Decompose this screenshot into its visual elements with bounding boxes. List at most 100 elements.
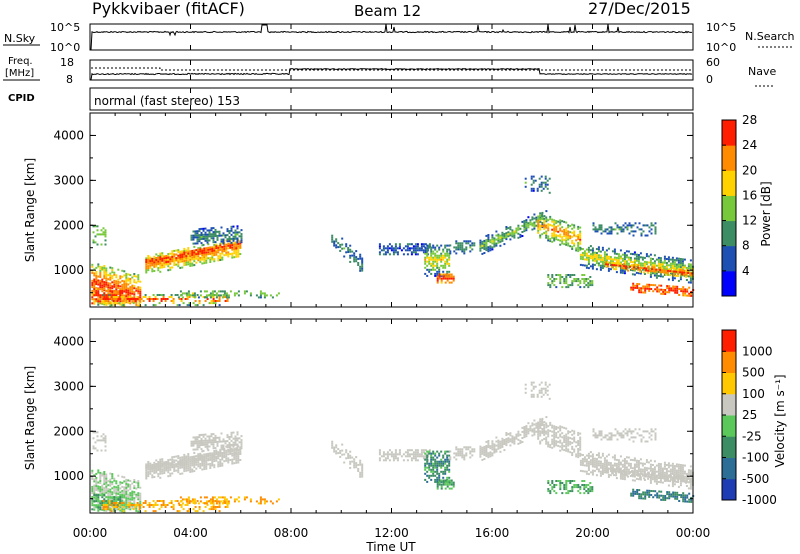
power-cell bbox=[97, 298, 100, 301]
power-cell bbox=[198, 302, 201, 305]
power-cell bbox=[593, 253, 596, 256]
power-cell bbox=[444, 264, 447, 267]
power-cell bbox=[559, 280, 562, 283]
power-cell bbox=[663, 257, 666, 260]
velocity-cell bbox=[159, 466, 162, 469]
power-cell bbox=[505, 232, 508, 235]
power-cell bbox=[191, 258, 194, 261]
velocity-cell bbox=[179, 458, 182, 461]
power-cell bbox=[173, 264, 176, 266]
velocity-cell bbox=[229, 450, 232, 453]
velocity-cell bbox=[585, 464, 588, 467]
velocity-cell bbox=[331, 444, 334, 447]
velocity-cell bbox=[396, 457, 399, 460]
velocity-cell bbox=[97, 469, 100, 472]
velocity-cell bbox=[416, 459, 419, 462]
power-cell bbox=[103, 292, 106, 295]
velocity-cell bbox=[97, 496, 100, 499]
velocity-cell bbox=[106, 506, 109, 508]
velocity-cell bbox=[555, 440, 558, 443]
velocity-cell bbox=[167, 466, 170, 469]
velocity-cell bbox=[559, 429, 562, 432]
power-cell bbox=[196, 232, 199, 235]
velocity-cell bbox=[635, 459, 638, 462]
power-cell bbox=[191, 253, 194, 256]
power-cell bbox=[673, 274, 676, 277]
velocity-cell bbox=[119, 494, 122, 497]
power-cell bbox=[672, 287, 675, 290]
velocity-cell bbox=[91, 508, 94, 511]
velocity-cell bbox=[97, 481, 100, 484]
power-cell bbox=[567, 238, 570, 241]
velocity-cell bbox=[603, 465, 606, 468]
power-cell bbox=[95, 294, 98, 297]
velocity-cell bbox=[557, 444, 560, 447]
velocity-cell bbox=[103, 473, 106, 475]
power-cell bbox=[349, 244, 352, 247]
power-cell bbox=[212, 296, 215, 298]
velocity-cell bbox=[218, 438, 221, 441]
velocity-cell bbox=[463, 446, 466, 449]
colorbar-swatch bbox=[722, 120, 736, 146]
velocity-cell bbox=[147, 471, 150, 474]
velocity-cell bbox=[198, 446, 201, 449]
velocity-cell bbox=[540, 395, 543, 398]
velocity-cell bbox=[217, 454, 220, 457]
power-cell bbox=[200, 227, 203, 230]
power-cell bbox=[430, 250, 433, 253]
velocity-cell bbox=[603, 461, 606, 464]
power-cell bbox=[536, 189, 539, 192]
velocity-cell bbox=[549, 446, 552, 449]
power-cell bbox=[137, 304, 140, 307]
velocity-cell bbox=[595, 464, 598, 467]
power-cell bbox=[224, 300, 227, 302]
power-cell bbox=[378, 251, 381, 254]
power-cell bbox=[102, 294, 105, 296]
power-cell bbox=[681, 269, 684, 272]
power-cell bbox=[525, 219, 528, 222]
power-cell bbox=[214, 302, 217, 305]
power-cell bbox=[653, 266, 656, 269]
velocity-cell bbox=[139, 498, 142, 501]
power-cell bbox=[683, 266, 686, 269]
power-cell bbox=[479, 241, 482, 244]
velocity-cell bbox=[440, 450, 443, 453]
velocity-cell bbox=[406, 453, 409, 456]
power-cell bbox=[545, 232, 548, 235]
power-cell bbox=[337, 246, 340, 249]
power-cell bbox=[430, 272, 433, 275]
velocity-cell bbox=[424, 457, 427, 460]
power-cell bbox=[168, 296, 171, 298]
power-cell bbox=[201, 254, 204, 256]
power-cell bbox=[173, 255, 176, 258]
velocity-cell bbox=[446, 466, 449, 469]
power-cell bbox=[432, 250, 435, 253]
velocity-cell bbox=[627, 462, 630, 465]
velocity-cell bbox=[237, 453, 240, 456]
power-cell bbox=[665, 271, 668, 274]
velocity-cell bbox=[355, 462, 358, 465]
power-cell bbox=[543, 227, 546, 230]
velocity-cell bbox=[639, 462, 642, 465]
velocity-cell bbox=[154, 502, 157, 504]
power-cell bbox=[117, 298, 120, 301]
velocity-cell bbox=[192, 508, 195, 511]
power-cell bbox=[157, 256, 160, 259]
velocity-cell bbox=[209, 462, 212, 465]
velocity-cell bbox=[171, 461, 174, 464]
power-cell bbox=[119, 275, 122, 278]
velocity-cell bbox=[99, 502, 102, 505]
velocity-cell bbox=[93, 494, 96, 497]
power-cell bbox=[167, 265, 170, 268]
velocity-cell bbox=[631, 471, 634, 474]
power-cell bbox=[623, 272, 626, 275]
power-cell bbox=[223, 292, 226, 295]
velocity-cell bbox=[455, 452, 458, 455]
velocity-cell bbox=[394, 457, 397, 460]
velocity-cell bbox=[438, 464, 441, 467]
velocity-cell bbox=[546, 393, 549, 396]
velocity-cell bbox=[107, 496, 110, 499]
power-cell bbox=[129, 280, 132, 282]
power-cell bbox=[675, 274, 678, 277]
velocity-cell bbox=[573, 438, 576, 441]
